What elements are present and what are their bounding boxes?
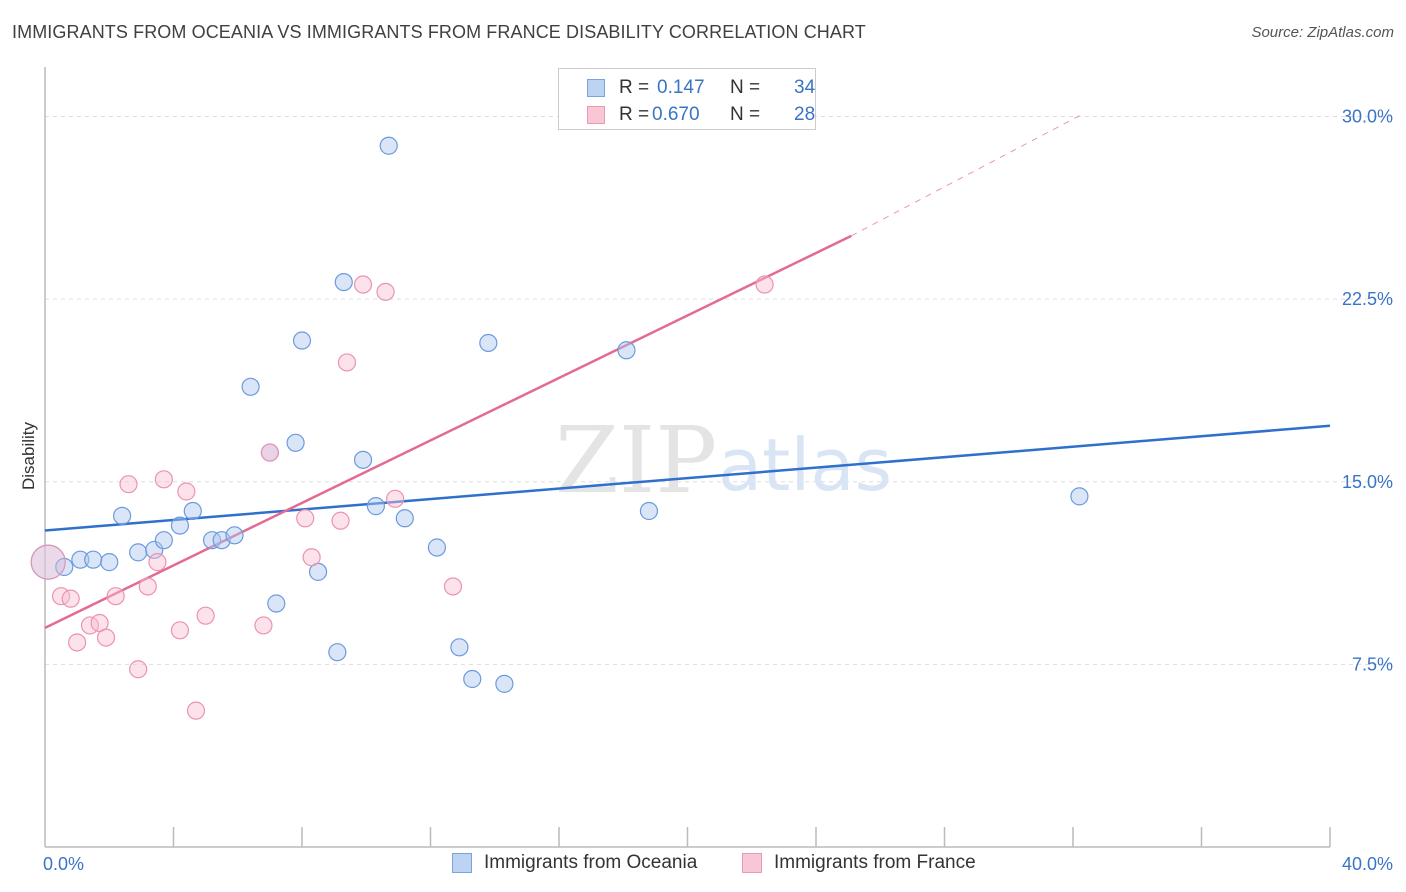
point-france	[170, 621, 190, 640]
bottom-legend-label-oceania: Immigrants from Oceania	[484, 852, 698, 873]
point-france	[443, 577, 463, 596]
point-france	[376, 282, 395, 301]
watermark-zip: ZIP	[555, 407, 717, 514]
point-france	[331, 511, 350, 530]
point-oceania	[1070, 487, 1089, 506]
point-france	[260, 443, 279, 462]
trend-line-oceania	[44, 424, 1331, 532]
point-oceania	[334, 272, 353, 292]
legend-r-label: R =	[619, 104, 650, 125]
point-oceania	[292, 331, 312, 350]
y-axis-title: Disability	[19, 421, 38, 490]
watermark-atlas: atlas	[718, 423, 892, 507]
legend-r-value-france: 0.670	[652, 104, 700, 125]
point-oceania	[267, 594, 286, 613]
y-tick-label: 30.0%	[1342, 107, 1393, 127]
bottom-legend-swatch-oceania	[452, 853, 472, 873]
point-france	[196, 606, 215, 625]
point-oceania	[328, 643, 347, 662]
trend-line-france	[851, 113, 1083, 237]
legend-n-value-france: 28	[794, 104, 816, 125]
trend-line-france	[44, 234, 852, 629]
legend-swatch-oceania	[587, 79, 605, 97]
source-credit: Source: ZipAtlas.com	[1251, 24, 1394, 41]
point-oceania	[639, 501, 659, 521]
legend-r-label: R =	[619, 77, 650, 98]
data-points	[30, 136, 1089, 720]
point-france	[186, 701, 206, 720]
y-tick-label: 15.0%	[1342, 472, 1393, 492]
legend-r-value-oceania: 0.147	[657, 77, 705, 98]
point-oceania	[84, 550, 103, 569]
point-oceania	[395, 509, 414, 528]
point-france	[61, 589, 80, 608]
y-tick-label: 22.5%	[1342, 289, 1393, 309]
y-tick-labels: 7.5% 15.0% 22.5% 30.0%	[1342, 107, 1393, 675]
point-france	[337, 353, 357, 372]
point-oceania	[379, 136, 398, 155]
point-oceania	[170, 516, 190, 535]
point-oceania	[286, 433, 305, 452]
point-oceania	[112, 506, 132, 525]
point-france	[96, 628, 116, 647]
legend-n-label: N =	[730, 104, 761, 125]
legend-n-value-oceania: 34	[794, 77, 816, 98]
point-france	[129, 660, 148, 679]
point-france	[296, 509, 315, 528]
point-france	[353, 275, 373, 294]
point-oceania	[71, 550, 90, 569]
bottom-legend-label-france: Immigrants from France	[774, 852, 976, 873]
point-france	[154, 470, 173, 489]
point-oceania	[154, 531, 173, 550]
point-oceania	[241, 377, 260, 396]
point-oceania	[495, 674, 514, 693]
point-france	[386, 489, 405, 508]
x-tick-labels: 0.0% 40.0%	[43, 854, 1393, 874]
axes	[44, 67, 1331, 848]
point-france	[119, 475, 138, 494]
point-oceania	[427, 538, 447, 557]
point-oceania	[225, 526, 244, 545]
point-oceania	[450, 638, 469, 657]
point-france	[138, 577, 157, 596]
trend-lines	[44, 113, 1331, 629]
point-france	[148, 553, 167, 572]
legend-n-label: N =	[730, 77, 761, 98]
point-oceania	[463, 669, 482, 689]
x-tick-label: 40.0%	[1342, 854, 1393, 874]
point-france	[254, 616, 273, 635]
point-france	[68, 633, 87, 652]
point-oceania	[183, 501, 202, 521]
watermark: ZIP atlas	[555, 407, 892, 514]
bottom-legend-swatch-france	[742, 853, 762, 873]
point-oceania	[100, 553, 119, 572]
x-tick-label: 0.0%	[43, 854, 84, 874]
point-oceania	[202, 531, 222, 550]
point-france	[30, 544, 66, 580]
point-france	[106, 587, 125, 606]
y-tick-label: 7.5%	[1352, 654, 1393, 674]
correlation-legend: R = 0.147 N = 34 R = 0.670 N = 28	[558, 68, 816, 130]
point-oceania	[366, 497, 385, 516]
point-oceania	[129, 543, 148, 562]
legend-swatch-france	[587, 106, 605, 124]
point-oceania	[617, 341, 636, 360]
chart-title: IMMIGRANTS FROM OCEANIA VS IMMIGRANTS FR…	[12, 22, 866, 42]
point-france	[755, 275, 774, 294]
point-france	[177, 482, 196, 501]
point-france	[302, 548, 321, 567]
point-oceania	[479, 333, 498, 353]
point-oceania	[353, 450, 373, 469]
